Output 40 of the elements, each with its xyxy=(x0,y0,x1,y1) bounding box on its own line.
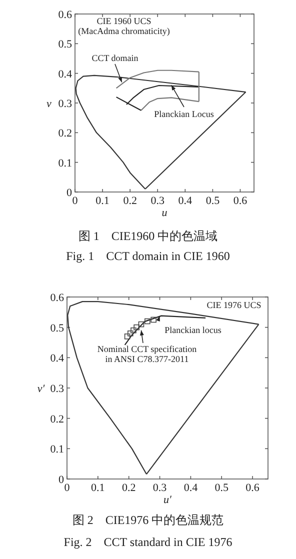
y-tick-label: 0 xyxy=(58,474,64,486)
x-tick-label: 0.5 xyxy=(206,195,220,207)
x-tick-label: 0.1 xyxy=(91,482,105,494)
y-tick-label: 0.1 xyxy=(58,157,72,170)
x-tick-label: 0.2 xyxy=(122,482,136,494)
annotation: Planckian Locus xyxy=(154,109,214,119)
text: Fig. 2 CCT standard in CIE 1976 xyxy=(64,535,232,549)
annotation: CCT domain xyxy=(92,53,139,63)
y-tick-label: 0.3 xyxy=(58,98,72,110)
y-tick-label: 0 xyxy=(66,187,72,199)
y-tick-label: 0.1 xyxy=(50,444,64,456)
y-tick-label: 0.6 xyxy=(50,292,64,304)
annotation: Nominal CCT specification in ANSI C78.377-2011 xyxy=(97,344,198,364)
y-tick-label: 0.4 xyxy=(50,352,64,365)
y-axis-title: v′ xyxy=(37,383,46,395)
x-axis-title: u xyxy=(162,207,168,219)
x-tick-label: 0.5 xyxy=(214,482,229,494)
y-tick-label: 0.5 xyxy=(50,322,64,334)
x-tick-label: 0.1 xyxy=(96,195,110,207)
y-tick-label: 0.2 xyxy=(50,413,64,426)
y-tick-label: 0.6 xyxy=(58,9,72,21)
x-tick-label: 0.6 xyxy=(233,195,248,207)
text: 图 2 CIE1976 中的色温规范 xyxy=(72,513,224,527)
x-tick-label: 0.2 xyxy=(123,195,137,207)
y-tick-label: 0.2 xyxy=(58,128,72,140)
x-tick-label: 0.6 xyxy=(246,482,260,494)
text: 图 1 CIE1960 中的色温域 xyxy=(78,229,218,243)
annotation: CIE 1960 UCS (MacAdma chromaticity) xyxy=(78,16,170,36)
text: Fig. 1 CCT domain in CIE 1960 xyxy=(66,249,230,263)
annotation: CIE 1976 UCS xyxy=(206,300,262,310)
x-tick-label: 0.3 xyxy=(152,482,168,494)
y-tick-label: 0.3 xyxy=(50,383,64,395)
x-tick-label: 0.3 xyxy=(150,195,165,207)
x-tick-label: 0.4 xyxy=(178,195,193,207)
x-tick-label: 0.4 xyxy=(184,482,198,494)
y-axis-title: v xyxy=(46,98,52,110)
y-tick-label: 0.5 xyxy=(58,38,72,51)
annotation: Planckian locus xyxy=(164,325,222,335)
x-axis-title: u′ xyxy=(164,494,172,506)
y-tick-label: 0.4 xyxy=(58,68,72,80)
